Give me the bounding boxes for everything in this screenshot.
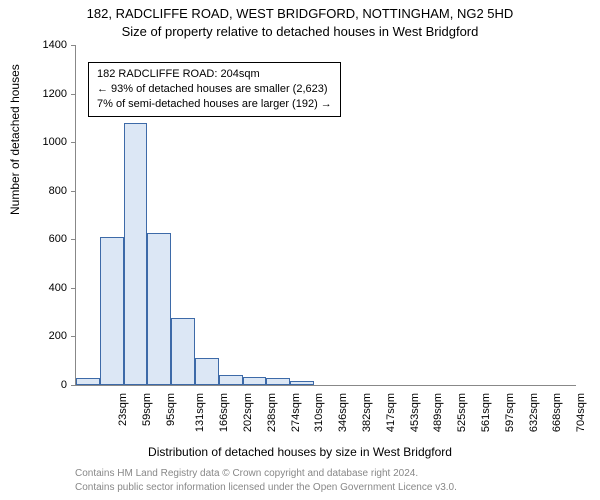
x-tick-label: 453sqm: [409, 393, 421, 432]
x-tick-label: 274sqm: [290, 393, 302, 432]
y-axis-label: Number of detached houses: [8, 64, 22, 215]
x-tick-label: 704sqm: [575, 393, 587, 432]
y-tick-mark: [71, 94, 75, 95]
footer-copyright-1: Contains HM Land Registry data © Crown c…: [75, 468, 418, 479]
y-tick-label: 800: [27, 185, 67, 197]
histogram-bar: [219, 375, 243, 385]
y-tick-mark: [71, 385, 75, 386]
y-tick-label: 0: [27, 379, 67, 391]
y-tick-label: 1400: [27, 39, 67, 51]
histogram-bar: [195, 358, 219, 385]
x-tick-label: 131sqm: [194, 393, 206, 432]
histogram-bar: [100, 237, 124, 385]
histogram-bar: [76, 378, 100, 385]
y-tick-mark: [71, 239, 75, 240]
y-tick-mark: [71, 191, 75, 192]
y-tick-label: 1200: [27, 88, 67, 100]
info-box-line2: ← 93% of detached houses are smaller (2,…: [97, 82, 332, 97]
y-tick-label: 200: [27, 330, 67, 342]
x-tick-label: 597sqm: [504, 393, 516, 432]
info-box: 182 RADCLIFFE ROAD: 204sqm ← 93% of deta…: [88, 62, 341, 117]
chart-container: 182, RADCLIFFE ROAD, WEST BRIDGFORD, NOT…: [0, 0, 600, 500]
y-tick-label: 1000: [27, 136, 67, 148]
x-tick-label: 95sqm: [165, 393, 177, 426]
chart-title-address: 182, RADCLIFFE ROAD, WEST BRIDGFORD, NOT…: [0, 6, 600, 21]
x-tick-label: 382sqm: [361, 393, 373, 432]
x-tick-label: 23sqm: [117, 393, 129, 426]
histogram-bar: [171, 318, 195, 385]
x-tick-label: 525sqm: [456, 393, 468, 432]
y-tick-mark: [71, 142, 75, 143]
histogram-bar: [266, 378, 290, 385]
histogram-bar: [147, 233, 171, 385]
x-tick-label: 489sqm: [433, 393, 445, 432]
chart-subtitle: Size of property relative to detached ho…: [0, 24, 600, 39]
x-tick-label: 238sqm: [266, 393, 278, 432]
x-tick-label: 310sqm: [314, 393, 326, 432]
y-tick-mark: [71, 288, 75, 289]
x-tick-label: 166sqm: [218, 393, 230, 432]
x-tick-label: 417sqm: [385, 393, 397, 432]
y-tick-label: 600: [27, 233, 67, 245]
x-tick-label: 561sqm: [480, 393, 492, 432]
footer-copyright-2: Contains public sector information licen…: [75, 482, 457, 493]
histogram-bar: [124, 123, 148, 385]
x-tick-label: 632sqm: [528, 393, 540, 432]
x-tick-label: 59sqm: [141, 393, 153, 426]
y-tick-mark: [71, 336, 75, 337]
y-tick-mark: [71, 45, 75, 46]
x-tick-label: 202sqm: [242, 393, 254, 432]
histogram-bar: [290, 381, 314, 385]
info-box-line3: 7% of semi-detached houses are larger (1…: [97, 97, 332, 112]
y-tick-label: 400: [27, 282, 67, 294]
x-tick-label: 668sqm: [552, 393, 564, 432]
histogram-bar: [243, 377, 267, 386]
x-tick-label: 346sqm: [337, 393, 349, 432]
info-box-line1: 182 RADCLIFFE ROAD: 204sqm: [97, 67, 332, 82]
x-axis-label: Distribution of detached houses by size …: [0, 445, 600, 459]
